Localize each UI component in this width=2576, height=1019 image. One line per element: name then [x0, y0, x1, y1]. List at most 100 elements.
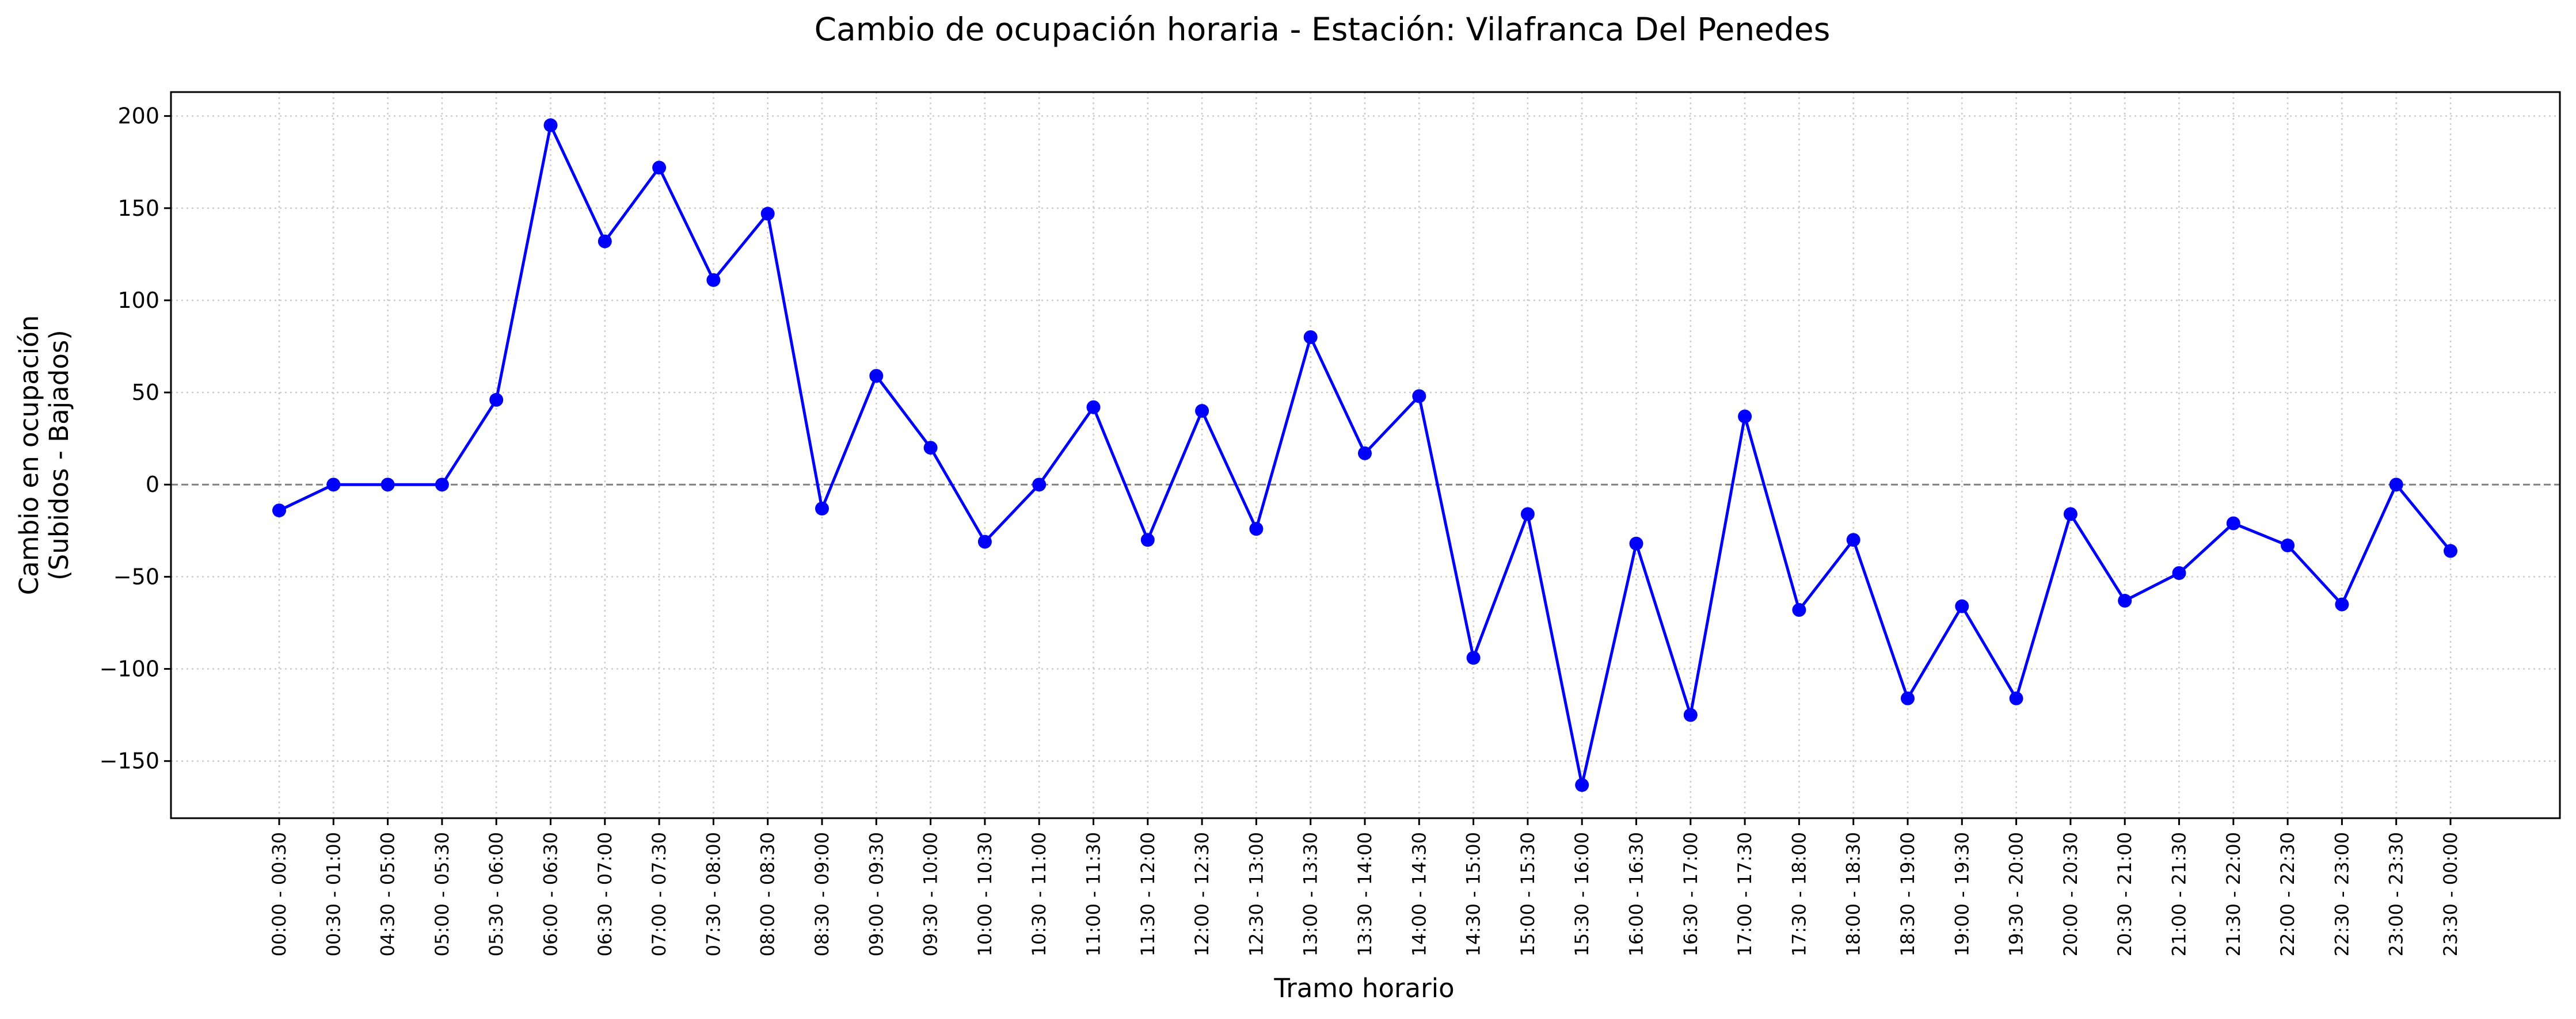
y-axis-label-line1: Cambio en ocupación — [14, 315, 44, 595]
data-point — [1901, 691, 1915, 705]
data-point — [1520, 507, 1535, 521]
x-axis-ticks: 00:00 - 00:30 00:30 - 01:00 04:30 - 05:00 0… — [268, 818, 2461, 956]
x-tick-label: 18:30 - 19:00 — [1897, 832, 1919, 956]
data-point — [2009, 691, 2023, 705]
x-tick-label: 14:30 - 15:00 — [1463, 832, 1485, 956]
y-tick-label: 50 — [132, 380, 159, 405]
y-axis-label: Cambio en ocupación (Subidos - Bajados) — [14, 315, 74, 595]
x-tick-label: 09:00 - 09:30 — [865, 832, 887, 956]
data-point — [1358, 446, 1372, 460]
data-point — [2226, 516, 2240, 531]
x-tick-label: 18:00 - 18:30 — [1843, 832, 1865, 956]
data-point — [1032, 478, 1047, 492]
data-point — [706, 273, 721, 287]
data-point — [652, 161, 667, 175]
data-point — [1846, 533, 1860, 547]
x-tick-label: 15:30 - 16:00 — [1571, 832, 1593, 956]
x-tick-label: 16:00 - 16:30 — [1626, 832, 1647, 956]
y-tick-label: −100 — [100, 657, 159, 682]
data-point — [489, 392, 504, 407]
x-tick-label: 04:30 - 05:00 — [377, 832, 399, 956]
data-point — [869, 369, 884, 383]
x-tick-label: 13:30 - 14:00 — [1354, 832, 1376, 956]
data-point — [923, 441, 938, 455]
data-point — [1738, 409, 1752, 423]
x-tick-label: 13:00 - 13:30 — [1300, 832, 1322, 956]
data-point — [1140, 533, 1155, 547]
series-occupancy-change — [272, 118, 2457, 792]
x-tick-label: 07:00 - 07:30 — [648, 832, 670, 956]
x-tick-label: 10:00 - 10:30 — [974, 832, 996, 956]
data-point — [1303, 330, 1318, 345]
y-tick-label: 200 — [117, 104, 159, 129]
y-tick-label: −150 — [100, 749, 159, 774]
data-point — [598, 234, 612, 249]
x-tick-label: 10:30 - 11:00 — [1028, 832, 1050, 956]
data-point — [435, 478, 449, 492]
data-point — [1575, 778, 1589, 792]
x-tick-label: 14:00 - 14:30 — [1408, 832, 1430, 956]
x-tick-label: 00:30 - 01:00 — [322, 832, 344, 956]
x-tick-label: 23:00 - 23:30 — [2385, 832, 2407, 956]
data-point — [1683, 708, 1698, 722]
data-point — [1466, 651, 1481, 665]
x-tick-label: 17:30 - 18:00 — [1788, 832, 1810, 956]
data-point — [326, 478, 341, 492]
data-point — [977, 535, 992, 549]
data-point — [1412, 389, 1426, 403]
x-tick-label: 19:00 - 19:30 — [1951, 832, 1973, 956]
x-tick-label: 22:00 - 22:30 — [2277, 832, 2299, 956]
data-point — [2063, 507, 2077, 521]
data-point — [2281, 538, 2295, 552]
x-tick-label: 12:00 - 12:30 — [1191, 832, 1213, 956]
x-tick-label: 20:00 - 20:30 — [2060, 832, 2082, 956]
data-point — [2172, 566, 2186, 580]
x-tick-label: 09:30 - 10:00 — [920, 832, 942, 956]
x-tick-label: 11:00 - 11:30 — [1083, 832, 1105, 956]
x-tick-label: 22:30 - 23:00 — [2331, 832, 2353, 956]
x-tick-label: 21:30 - 22:00 — [2223, 832, 2244, 956]
x-tick-label: 20:30 - 21:00 — [2114, 832, 2136, 956]
y-tick-label: 100 — [117, 288, 159, 313]
data-point — [1249, 522, 1264, 536]
y-tick-label: 150 — [117, 196, 159, 221]
y-axis-label-line2: (Subidos - Bajados) — [44, 330, 74, 581]
x-tick-label: 06:30 - 07:00 — [594, 832, 616, 956]
data-point — [2389, 478, 2403, 492]
y-tick-label: −50 — [113, 564, 159, 589]
x-tick-label: 12:30 - 13:00 — [1245, 832, 1267, 956]
x-tick-label: 21:00 - 21:30 — [2168, 832, 2190, 956]
data-point — [1955, 599, 1969, 613]
y-axis-ticks: −150 −100 −50 0 50 100 150 200 — [100, 104, 171, 774]
x-tick-label: 19:30 - 20:00 — [2006, 832, 2027, 956]
x-tick-label: 07:30 - 08:00 — [702, 832, 724, 956]
x-tick-label: 15:00 - 15:30 — [1517, 832, 1539, 956]
x-tick-label: 05:30 - 06:00 — [485, 832, 507, 956]
x-tick-label: 16:30 - 17:00 — [1680, 832, 1702, 956]
y-tick-label: 0 — [146, 472, 159, 497]
chart-title: Cambio de ocupación horaria - Estación: … — [815, 11, 1831, 48]
data-point — [760, 207, 775, 221]
data-point — [2335, 597, 2349, 612]
x-tick-label: 23:30 - 00:00 — [2440, 832, 2461, 956]
x-tick-label: 08:00 - 08:30 — [757, 832, 779, 956]
data-point — [1195, 404, 1209, 418]
x-axis-label: Tramo horario — [1273, 973, 1454, 1003]
x-tick-label: 11:30 - 12:00 — [1137, 832, 1159, 956]
data-point — [815, 501, 829, 516]
data-point — [1086, 400, 1101, 414]
data-point — [272, 503, 286, 518]
data-point — [380, 478, 395, 492]
x-tick-label: 17:00 - 17:30 — [1734, 832, 1756, 956]
x-tick-label: 08:30 - 09:00 — [811, 832, 833, 956]
data-point — [2444, 544, 2457, 558]
x-tick-label: 06:00 - 06:30 — [540, 832, 562, 956]
x-tick-label: 00:00 - 00:30 — [268, 832, 290, 956]
data-point — [1792, 603, 1806, 617]
data-point — [1629, 536, 1643, 551]
data-point — [543, 118, 558, 132]
x-tick-label: 05:00 - 05:30 — [431, 832, 453, 956]
data-point — [2118, 594, 2132, 608]
